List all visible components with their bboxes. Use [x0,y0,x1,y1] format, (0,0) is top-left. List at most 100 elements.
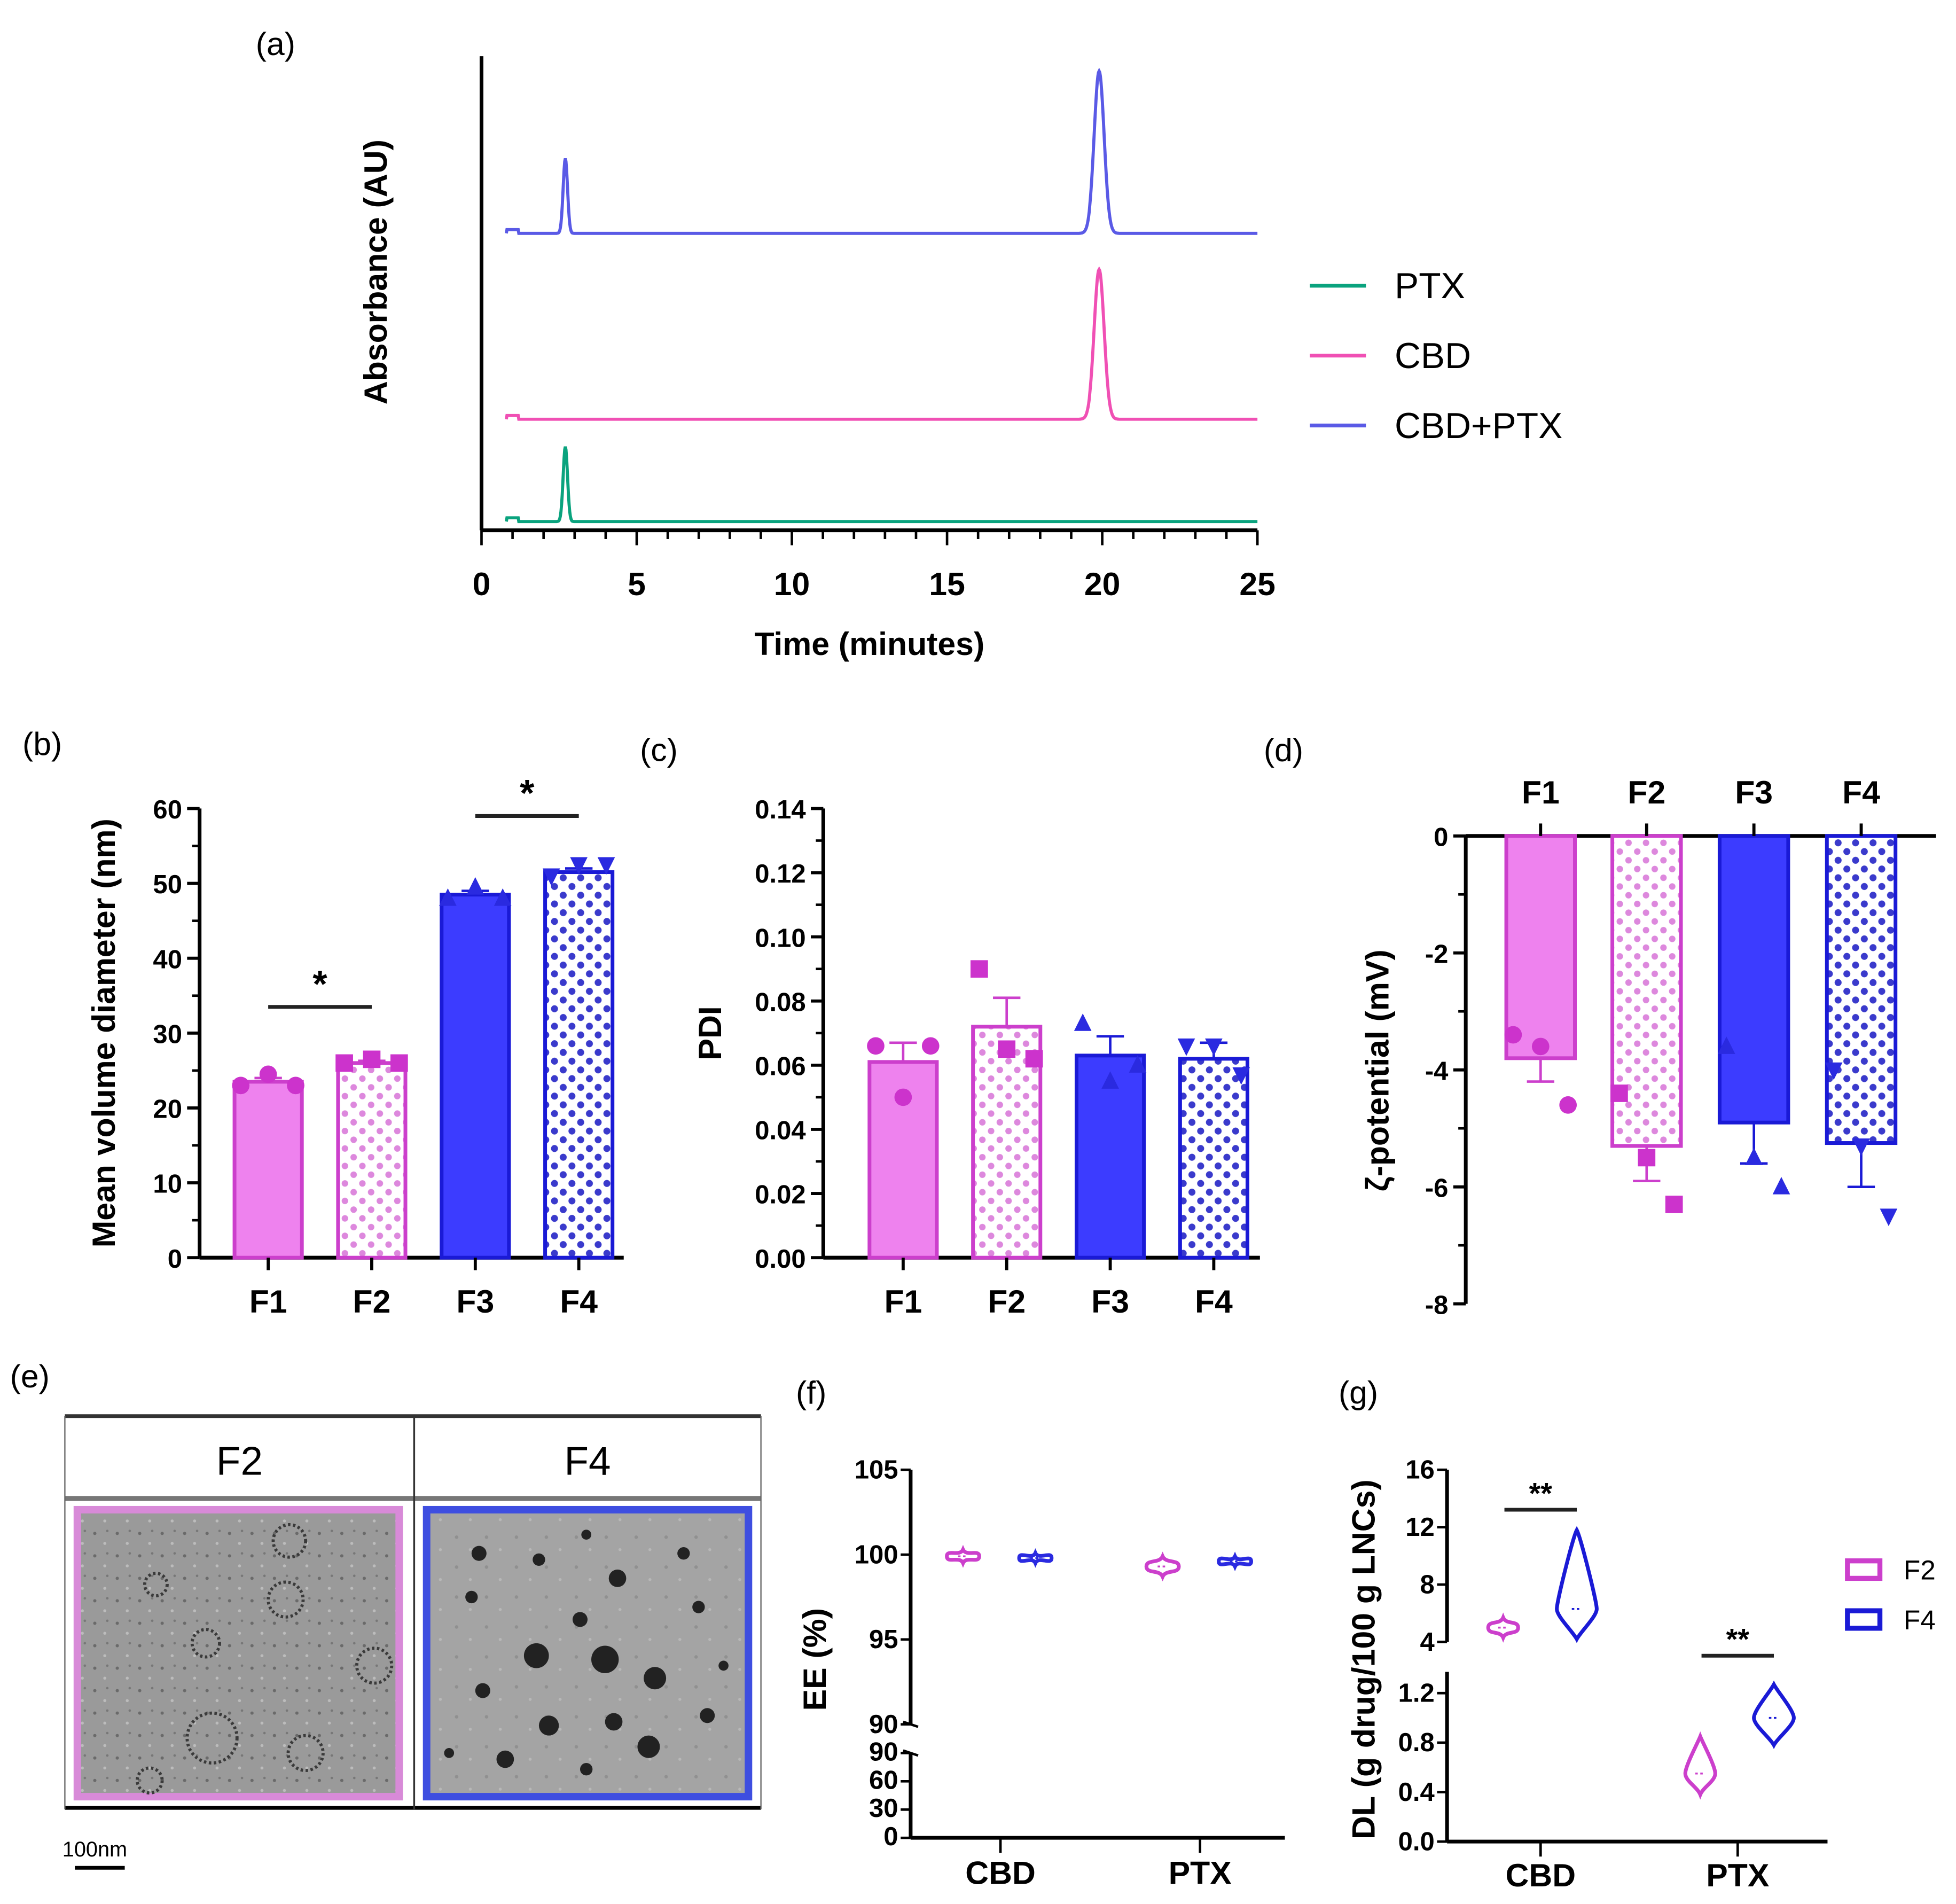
y-tick-label: 95 [869,1625,898,1654]
data-point [466,877,484,895]
y-tick-label: 90 [869,1710,898,1739]
panel-label-e: (e) [10,1358,50,1394]
data-point [1717,1036,1735,1054]
x-tick-label: F4 [1842,774,1880,810]
y-tick-label: 0 [883,1822,898,1851]
x-tick-label: F1 [1522,774,1560,810]
y-tick-label: 0.12 [755,860,805,888]
data-point [1610,1084,1628,1102]
data-point [363,1050,381,1068]
y-tick-label: -2 [1425,940,1449,969]
data-point [390,1054,408,1072]
x-tick-label: PTX [1169,1855,1232,1891]
data-point [1205,1038,1223,1056]
x-tick-label: 20 [1084,566,1121,602]
y-tick-label: 0.0 [1398,1828,1435,1856]
y-tick-label: 50 [153,870,182,899]
data-point [287,1076,304,1095]
y-tick-label: 0.14 [755,795,805,824]
y-tick-label: 105 [855,1456,898,1485]
bar-f4 [1178,1057,1249,1260]
y-axis-title: Mean volume diameter (nm) [85,818,122,1247]
y-tick-label: 0.06 [755,1052,805,1081]
violin-f4-ptx [1217,1551,1253,1572]
bar-f1 [1504,834,1577,1060]
diameter-bar-chart: 0 10 20 30 40 50 60 Mean volume diameter (nm) F1… [85,772,624,1320]
violin-f2-ptx [1683,1731,1717,1800]
y-tick-label: 0.8 [1398,1728,1435,1757]
data-point [970,960,988,978]
legend-swatch [1845,1608,1883,1631]
panel-label-g: (g) [1339,1374,1378,1410]
x-tick-label: F3 [456,1283,494,1320]
data-point [921,1037,940,1055]
y-axis-title: Absorbance (AU) [357,139,394,404]
y-tick-label: 10 [153,1170,182,1199]
x-tick-label: F1 [884,1283,922,1320]
data-point [439,888,457,906]
legend-label: CBD+PTX [1395,406,1562,446]
data-point [1504,1026,1522,1044]
y-tick-label: 0.10 [755,924,805,953]
y-tick-label: 12 [1405,1513,1435,1542]
y-tick-label: 60 [869,1766,898,1794]
data-point [1638,1149,1656,1167]
y-tick-label: 90 [869,1737,898,1766]
x-tick-label: F1 [249,1283,287,1320]
data-point [1772,1176,1790,1195]
data-point [335,1054,353,1072]
significance-label: * [520,772,535,814]
y-tick-label: 40 [153,945,182,974]
significance-label: ** [1529,1476,1552,1510]
x-tick-label: F3 [1735,774,1773,810]
y-tick-label: 20 [153,1095,182,1124]
y-tick-label: 30 [153,1020,182,1049]
data-point [597,857,615,875]
scale-bar-label: 100nm [62,1838,127,1861]
data-point [1852,1138,1870,1156]
significance-label: ** [1726,1622,1749,1656]
data-point [494,888,512,906]
y-axis-title: PDI [692,1006,728,1060]
trace-cbd-ptx [505,67,1258,235]
x-tick-label: 5 [628,566,646,602]
legend-label: CBD [1395,336,1471,376]
data-point [998,1040,1016,1058]
legend-label: F4 [1904,1604,1936,1635]
x-tick-label: CBD [1506,1857,1576,1893]
x-tick-label: F4 [560,1283,598,1320]
bar-f1 [232,1080,304,1260]
x-tick-label: F2 [353,1283,391,1320]
y-tick-label: 4 [1420,1628,1434,1657]
bar-f4 [543,870,615,1260]
y-tick-label: 30 [869,1794,898,1823]
y-axis-title: ζ-potential (mV) [1359,949,1395,1191]
trace-cbd [505,266,1258,421]
x-tick-label: CBD [965,1855,1036,1891]
legend-label: PTX [1395,266,1465,306]
panel-label-b: (b) [22,725,62,762]
data-point [1665,1196,1683,1213]
x-tick-label: 15 [929,566,965,602]
tem-image-f4 [423,1505,753,1801]
bar-f2 [336,1061,408,1260]
legend-label: F2 [1904,1555,1936,1586]
y-tick-label: -8 [1425,1291,1449,1320]
x-tick-label: 0 [473,566,491,602]
violin-f4-cbd [1555,1526,1599,1643]
tem-header-f4: F4 [564,1439,611,1484]
y-tick-label: -6 [1425,1174,1449,1203]
y-tick-label: 0.4 [1398,1778,1435,1807]
bar-f4 [1825,834,1898,1145]
panel-label-f: (f) [796,1374,826,1410]
x-tick-label: F2 [988,1283,1026,1320]
data-point [1025,1050,1043,1068]
y-tick-label: 0.02 [755,1181,805,1209]
data-point [1825,1062,1843,1080]
data-point [1101,1071,1119,1089]
y-tick-label: 8 [1420,1570,1434,1599]
panel-label-c: (c) [640,732,678,768]
data-point [894,1088,912,1106]
